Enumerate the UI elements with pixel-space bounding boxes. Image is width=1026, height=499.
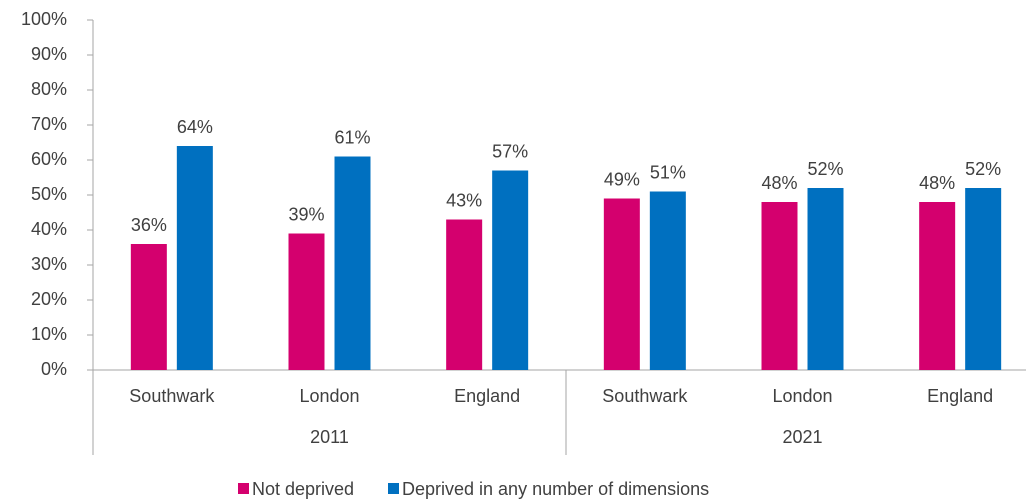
value-label: 48% [919,173,955,193]
bar [176,146,213,370]
x-tick-label: England [454,386,520,406]
x-tick-label: England [927,386,993,406]
y-tick-label: 70% [31,114,67,134]
bar [603,198,640,370]
y-tick-label: 10% [31,324,67,344]
y-tick-label: 50% [31,184,67,204]
value-label: 48% [761,173,797,193]
bar [807,188,844,370]
x-tick-label: Southwark [602,386,688,406]
legend-label: Not deprived [252,479,354,499]
y-tick-label: 20% [31,289,67,309]
y-tick-label: 100% [21,9,67,29]
bar [919,202,956,370]
bar [649,191,686,370]
x-tick-label: London [299,386,359,406]
group-label: 2011 [310,427,349,447]
value-label: 64% [177,117,213,137]
group-label: 2021 [782,427,822,447]
value-label: 52% [807,159,843,179]
y-tick-label: 90% [31,44,67,64]
legend-label: Deprived in any number of dimensions [402,479,709,499]
value-label: 51% [650,162,686,182]
bar [446,219,483,370]
bar [130,244,167,370]
value-label: 43% [446,190,482,210]
bar [334,156,371,370]
bar [492,170,529,370]
y-tick-label: 0% [41,359,67,379]
value-label: 57% [492,141,528,161]
x-tick-label: Southwark [129,386,215,406]
y-tick-label: 40% [31,219,67,239]
value-label: 39% [288,204,324,224]
bar [288,233,325,370]
y-tick-label: 30% [31,254,67,274]
value-label: 36% [131,215,167,235]
x-tick-label: London [772,386,832,406]
value-label: 52% [965,159,1001,179]
value-label: 61% [334,127,370,147]
value-label: 49% [604,169,640,189]
bar [761,202,798,370]
bar [965,188,1002,370]
y-tick-label: 60% [31,149,67,169]
y-tick-label: 80% [31,79,67,99]
legend-swatch [388,483,399,494]
legend-swatch [238,483,249,494]
